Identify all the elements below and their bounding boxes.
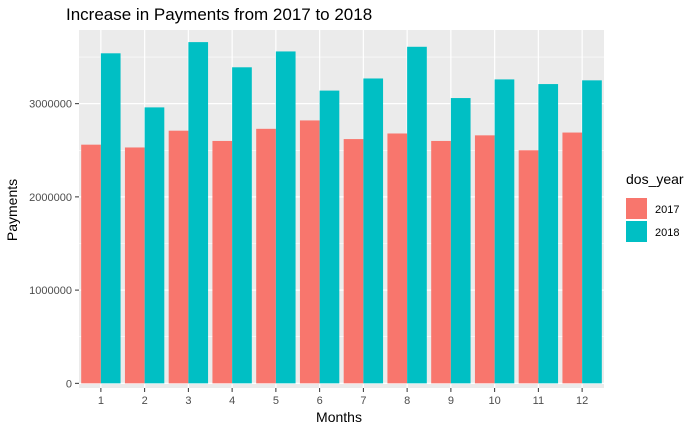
bar-2017-month-7 [343, 139, 364, 384]
bar-2017-month-9 [431, 140, 451, 384]
y-tick-label: 0 [66, 378, 72, 390]
bars [81, 42, 602, 384]
legend-key-2017 [626, 198, 647, 219]
x-tick-label: 4 [229, 395, 235, 407]
bar-2018-month-7 [363, 78, 384, 384]
x-tick-label: 8 [404, 395, 410, 407]
x-tick-label: 1 [98, 395, 104, 407]
bar-2018-month-12 [582, 80, 602, 384]
x-tick-label: 6 [317, 395, 323, 407]
legend: dos_year 2017 2018 [626, 171, 684, 242]
bar-2018-month-6 [319, 90, 340, 384]
y-axis-ticks: 0 1000000 2000000 3000000 [29, 99, 79, 390]
y-axis-title: Payments [4, 179, 20, 241]
x-axis-title: Months [316, 409, 362, 425]
x-tick-label: 3 [185, 395, 191, 407]
chart-title: Increase in Payments from 2017 to 2018 [66, 5, 372, 24]
plot-panel [79, 30, 604, 388]
minor-gridlines [79, 56, 604, 338]
y-tick-label: 3000000 [29, 99, 72, 111]
x-axis-ticks: 1 2 3 4 5 6 7 8 9 10 11 12 [98, 388, 588, 407]
legend-label-2017: 2017 [655, 204, 679, 216]
bar-2018-month-3 [188, 42, 209, 384]
bar-2018-month-11 [538, 84, 559, 384]
bar-2018-month-1 [100, 53, 121, 384]
bar-2018-month-4 [232, 67, 252, 384]
bar-2018-month-10 [494, 79, 515, 384]
bar-2017-month-10 [474, 135, 495, 384]
bar-2017-month-2 [124, 147, 145, 384]
bar-2017-month-1 [81, 144, 101, 384]
bar-2018-month-5 [275, 51, 296, 384]
bar-2018-month-2 [144, 107, 165, 384]
x-tick-label: 12 [576, 395, 588, 407]
bar-2017-month-3 [168, 130, 189, 384]
bar-2017-month-12 [562, 132, 583, 384]
bar-2018-month-8 [407, 46, 427, 384]
x-tick-label: 10 [489, 395, 501, 407]
x-tick-label: 2 [142, 395, 148, 407]
legend-title: dos_year [626, 171, 684, 187]
legend-key-2018 [626, 221, 647, 242]
y-tick-label: 2000000 [29, 192, 72, 204]
x-tick-label: 7 [360, 395, 366, 407]
bar-2017-month-4 [212, 140, 233, 384]
bar-2017-month-5 [256, 128, 276, 384]
bar-2017-month-8 [387, 133, 408, 384]
y-tick-label: 1000000 [29, 285, 72, 297]
x-tick-label: 9 [448, 395, 454, 407]
x-tick-label: 11 [533, 395, 544, 407]
bar-2018-month-9 [450, 98, 471, 384]
legend-label-2018: 2018 [655, 227, 679, 239]
bar-2017-month-11 [518, 150, 539, 384]
bar-2017-month-6 [299, 120, 320, 384]
x-tick-label: 5 [273, 395, 279, 407]
